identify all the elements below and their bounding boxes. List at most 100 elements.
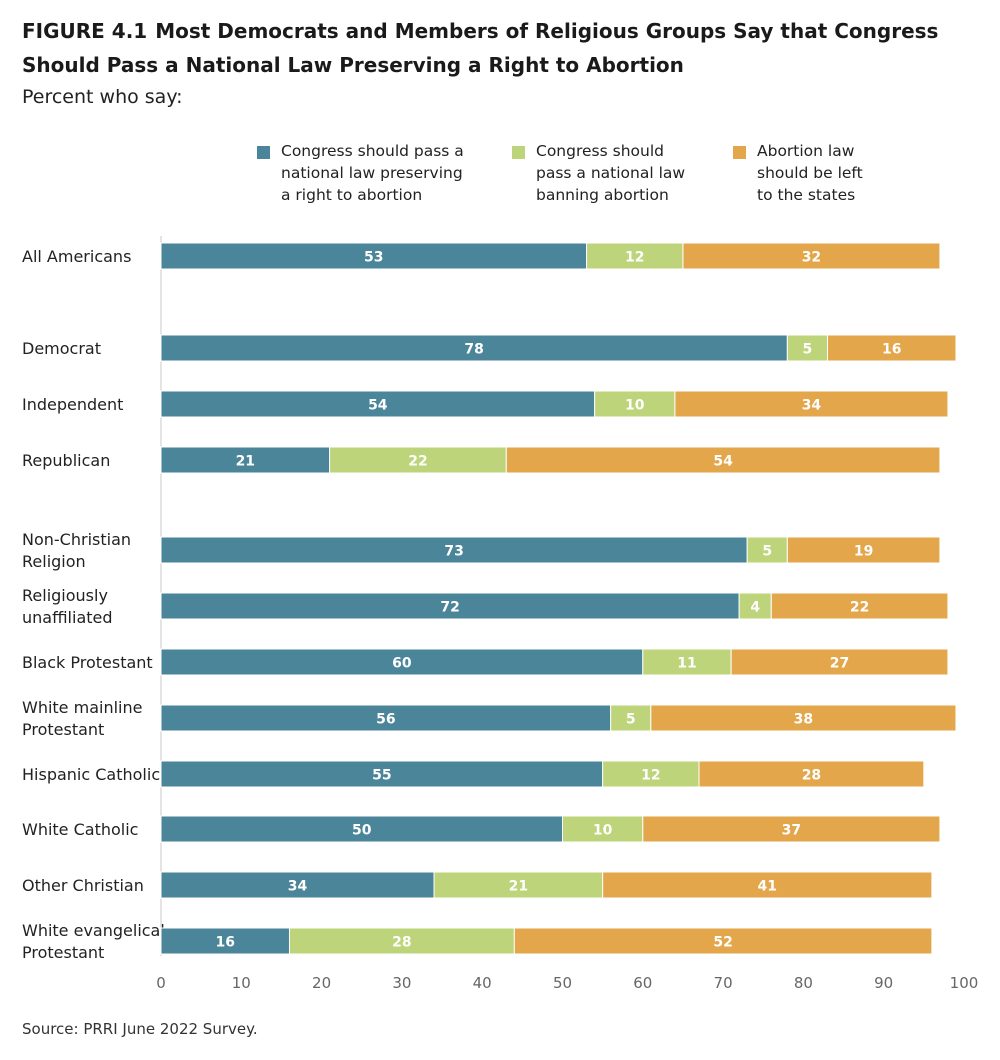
legend-label-ban: Congress should pass a national law bann… — [536, 142, 686, 204]
data-label: 60 — [392, 656, 412, 672]
data-label: 21 — [236, 454, 255, 470]
bar-segment — [682, 242, 941, 270]
bar-segment — [602, 760, 700, 788]
x-tick-label: 0 — [156, 974, 166, 992]
bar-segment — [288, 927, 515, 955]
data-label: 16 — [215, 935, 234, 951]
category-label: White evangelical Protestant — [22, 921, 165, 962]
x-tick-label: 80 — [794, 974, 813, 992]
data-label: 28 — [392, 935, 411, 951]
data-label: 11 — [677, 656, 696, 672]
data-label: 53 — [364, 250, 383, 266]
bar-segment — [562, 815, 644, 843]
data-label: 41 — [758, 879, 777, 895]
bar-segment — [505, 446, 941, 474]
data-label: 54 — [368, 398, 388, 414]
data-label: 73 — [444, 544, 463, 560]
category-label: Republican — [22, 451, 110, 470]
bar-segment — [594, 390, 676, 418]
data-label: 10 — [625, 398, 645, 414]
data-label: 34 — [802, 398, 822, 414]
category-label: Democrat — [22, 339, 101, 358]
data-label: 22 — [408, 454, 427, 470]
bar-segment — [160, 242, 588, 270]
category-label: Religiously unaffiliated — [22, 586, 113, 627]
data-label: 5 — [803, 342, 813, 358]
bar-segment — [160, 704, 612, 732]
data-label: 19 — [854, 544, 873, 560]
chart-subtitle: Percent who say: — [22, 86, 183, 108]
bar-segment — [642, 815, 941, 843]
category-label: Non-Christian Religion — [22, 530, 131, 571]
data-label: 72 — [440, 600, 459, 616]
data-label: 32 — [802, 250, 821, 266]
data-label: 28 — [802, 768, 821, 784]
data-label: 22 — [850, 600, 869, 616]
bar-segment — [602, 871, 933, 899]
bar-segment — [770, 592, 949, 620]
source-note: Source: PRRI June 2022 Survey. — [22, 1020, 258, 1038]
bar-segment — [738, 592, 772, 620]
data-label: 54 — [713, 454, 733, 470]
bar-segment — [160, 927, 290, 955]
bar-segment — [160, 815, 563, 843]
bar-segment — [746, 536, 788, 564]
bar-segment — [786, 536, 941, 564]
legend-swatch-ban — [512, 146, 525, 159]
stacked-bar-chart: All Americans 53 12 32 Democrat 78 5 16 Independ… — [22, 236, 979, 992]
bar-segment — [160, 446, 331, 474]
category-label: White Catholic — [22, 820, 138, 839]
bar-segment — [826, 334, 957, 362]
data-label: 21 — [509, 879, 528, 895]
legend: Congress should pass a national law pres… — [0, 142, 1000, 212]
category-label: All Americans — [22, 247, 131, 266]
bar-segment — [160, 536, 748, 564]
bar-segment — [586, 242, 684, 270]
category-label: Independent — [22, 395, 123, 414]
title-text: Most Democrats and Members of Religious … — [22, 19, 939, 77]
data-label: 4 — [750, 600, 760, 616]
x-tick-label: 100 — [950, 974, 979, 992]
bar-segment — [650, 704, 957, 732]
bar-segment — [698, 760, 925, 788]
category-label: Hispanic Catholic — [22, 765, 160, 784]
chart-title: FIGURE 4.1 Most Democrats and Members of … — [22, 14, 982, 82]
data-label: 56 — [376, 712, 395, 728]
data-label: 10 — [593, 823, 613, 839]
x-tick-label: 10 — [232, 974, 251, 992]
x-tick-label: 60 — [633, 974, 652, 992]
bar-segment — [160, 390, 596, 418]
legend-label-states: Abortion law should be left to the state… — [757, 142, 863, 204]
bar-segment — [160, 334, 788, 362]
data-label: 5 — [762, 544, 772, 560]
legend-label-preserve: Congress should pass a national law pres… — [281, 142, 464, 204]
x-tick-label: 40 — [473, 974, 492, 992]
x-tick-label: 30 — [392, 974, 411, 992]
data-label: 50 — [352, 823, 372, 839]
bar-segment — [160, 648, 644, 676]
data-label: 27 — [830, 656, 849, 672]
category-label: White mainline Protestant — [22, 698, 142, 739]
bar-segment — [786, 334, 828, 362]
x-tick-label: 50 — [553, 974, 572, 992]
data-label: 34 — [288, 879, 308, 895]
legend-swatch-preserve — [257, 146, 270, 159]
bar-segment — [160, 871, 435, 899]
legend-swatch-states — [733, 146, 746, 159]
data-label: 37 — [782, 823, 801, 839]
category-label: Other Christian — [22, 876, 144, 895]
bar-segment — [674, 390, 949, 418]
data-label: 16 — [882, 342, 901, 358]
x-tick-label: 70 — [714, 974, 733, 992]
data-label: 38 — [794, 712, 813, 728]
figure-label: FIGURE 4.1 — [22, 19, 148, 43]
data-label: 52 — [713, 935, 732, 951]
x-tick-label: 90 — [874, 974, 893, 992]
data-label: 12 — [625, 250, 644, 266]
x-tick-label: 20 — [312, 974, 331, 992]
bar-segment — [513, 927, 933, 955]
data-label: 55 — [372, 768, 391, 784]
bar-segment — [160, 592, 740, 620]
bar-segment — [730, 648, 949, 676]
data-label: 5 — [626, 712, 636, 728]
